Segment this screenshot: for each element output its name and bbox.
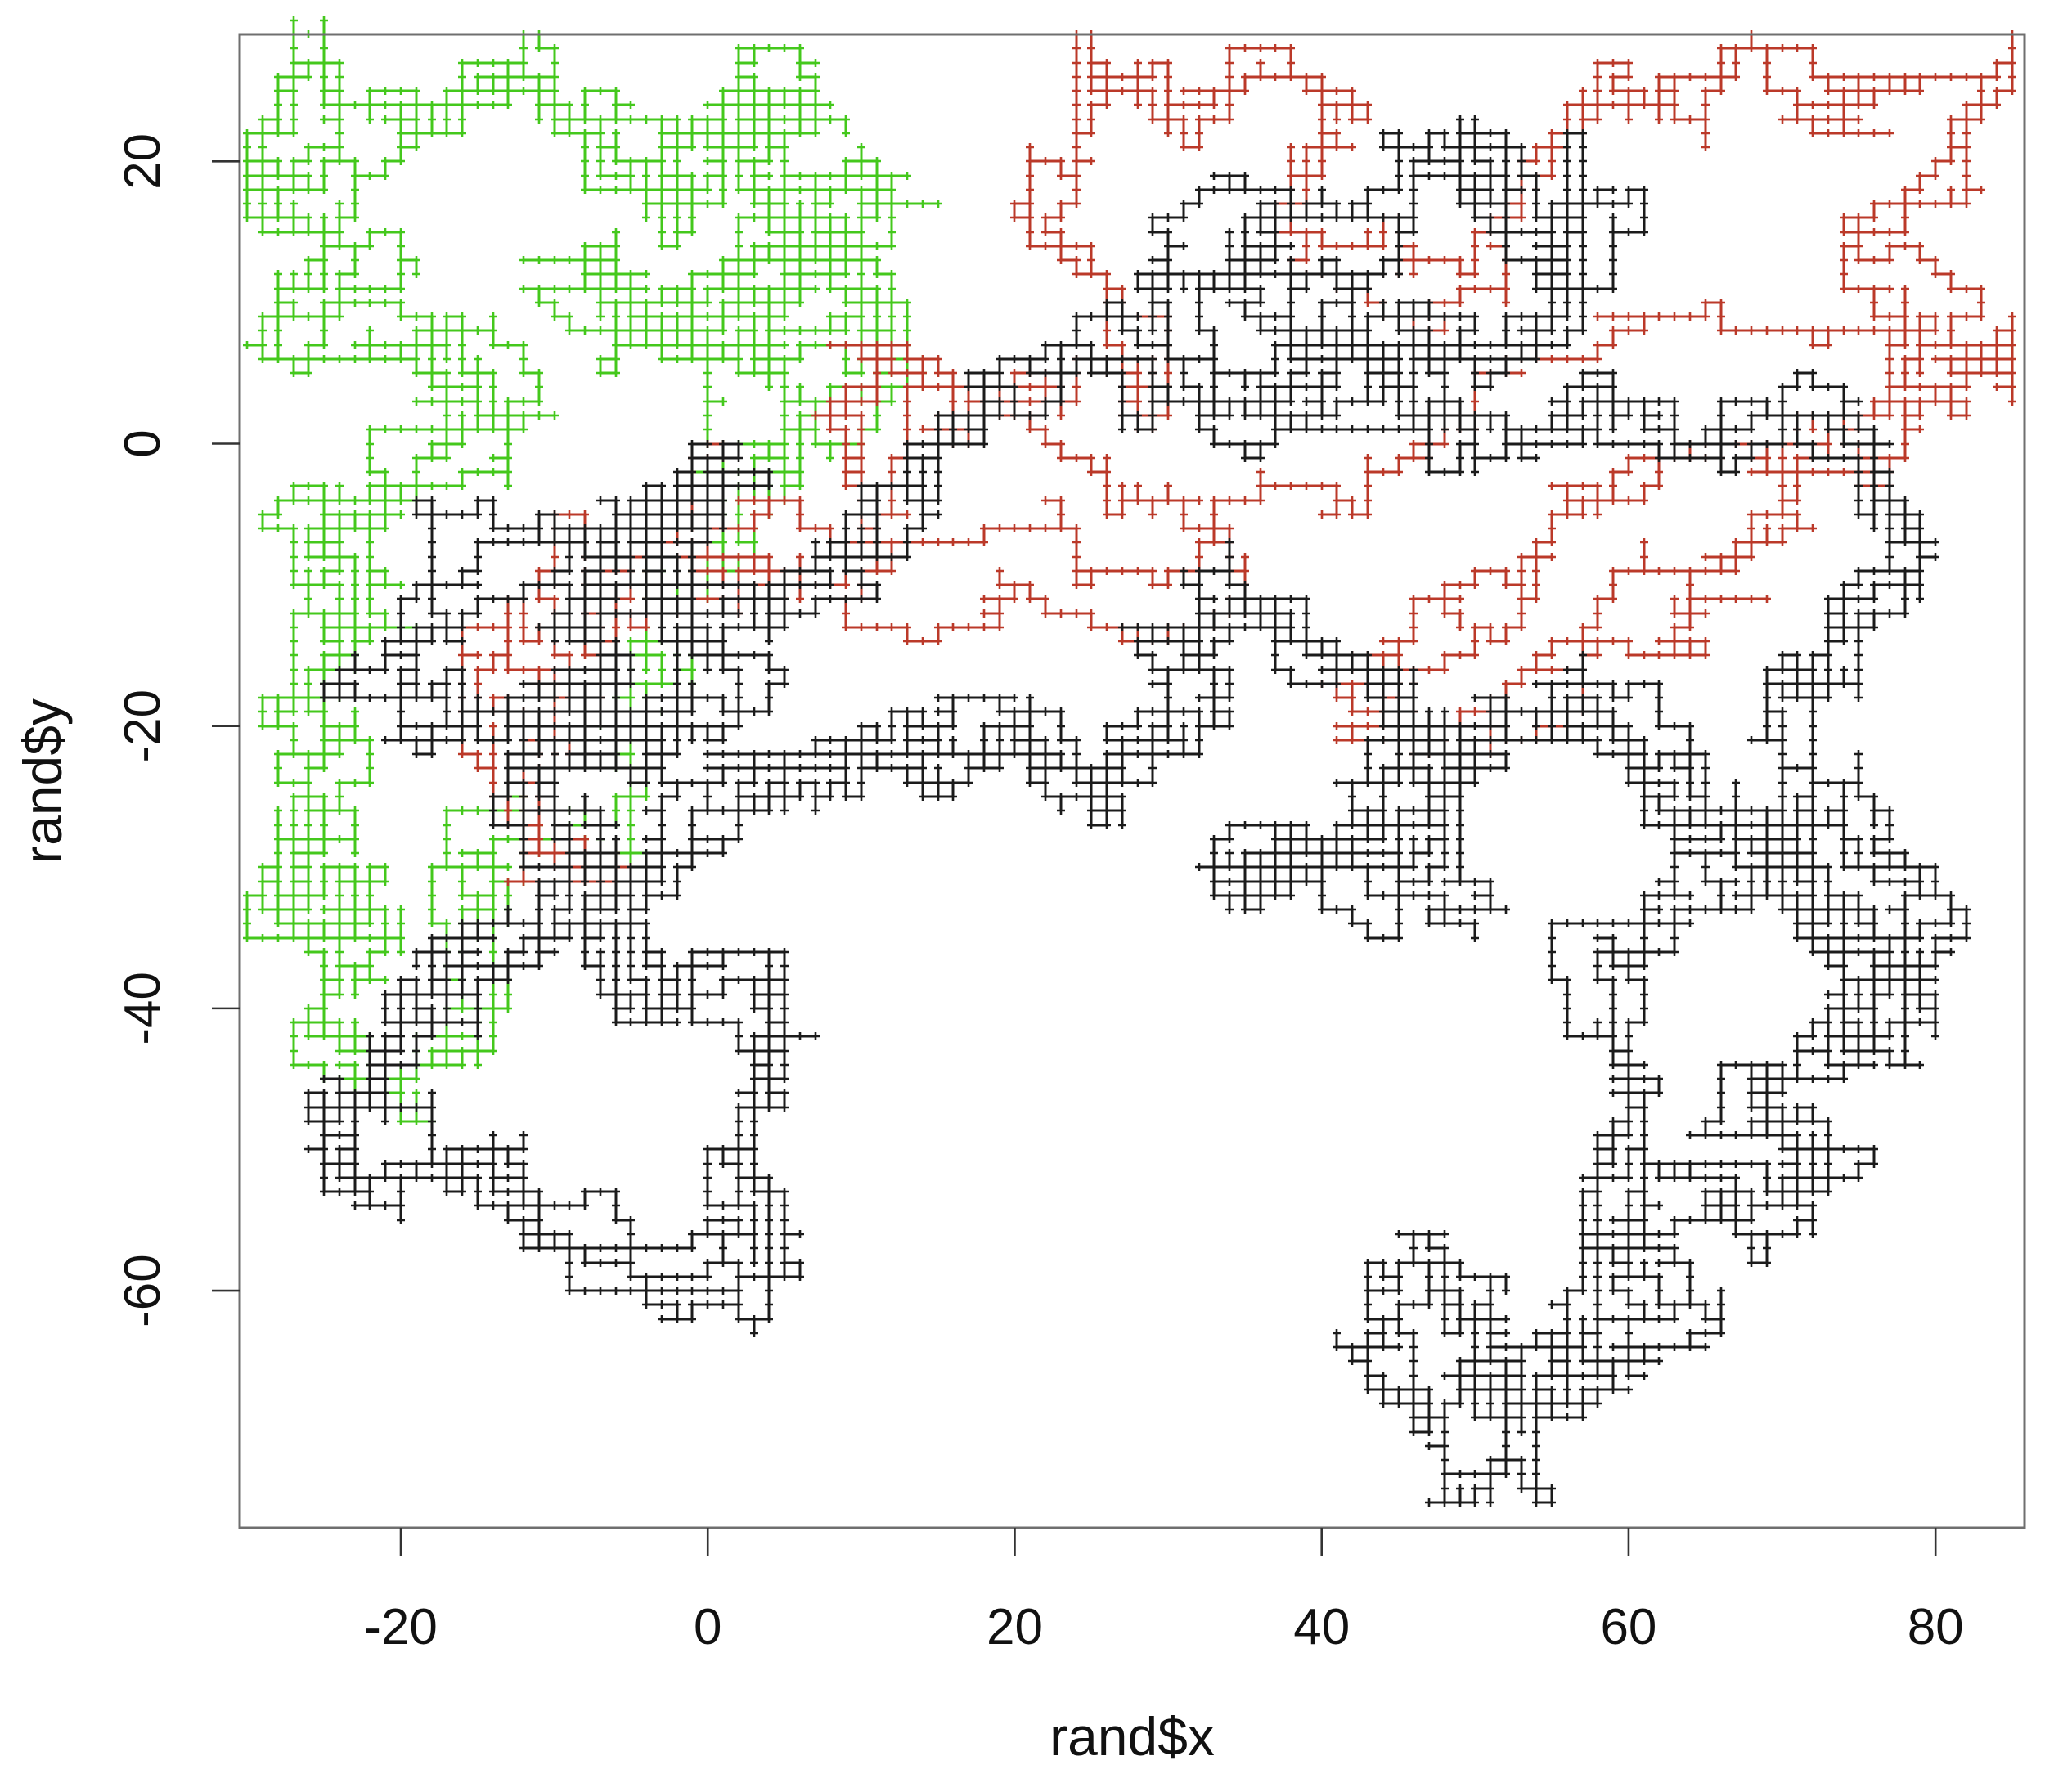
x-tick-label: 80 <box>1908 1599 1964 1655</box>
x-tick-label: 40 <box>1293 1599 1350 1655</box>
x-axis-ticks <box>399 1528 1937 1556</box>
x-tick-label: -20 <box>364 1599 438 1655</box>
x-tick-label: 0 <box>694 1599 721 1655</box>
x-axis-tick-labels: -20 0 20 40 60 80 <box>364 1599 1963 1655</box>
y-axis-tick-labels: 20 0 -20 -40 -60 <box>115 133 171 1327</box>
walk-traces <box>243 16 2016 1507</box>
y-tick-label: -60 <box>115 1254 171 1327</box>
black-walk-group <box>304 115 1971 1507</box>
y-tick-label: 0 <box>115 429 171 457</box>
x-tick-label: 20 <box>987 1599 1043 1655</box>
y-tick-label: -20 <box>115 689 171 763</box>
y-tick-label: -40 <box>115 972 171 1045</box>
y-axis-title: rand$y <box>12 698 73 864</box>
x-tick-label: 60 <box>1600 1599 1656 1655</box>
plot-border <box>238 33 2026 1529</box>
y-axis-ticks <box>212 160 240 1292</box>
y-tick-label: 20 <box>115 133 171 190</box>
x-axis-title: rand$x <box>1049 1706 1215 1765</box>
black-walk-point-markers <box>304 115 1971 1507</box>
